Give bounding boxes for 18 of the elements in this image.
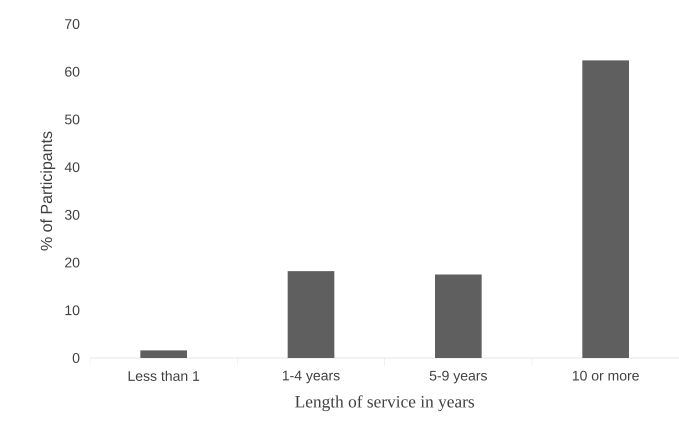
bar xyxy=(140,350,188,358)
x-tick-label: 5-9 years xyxy=(430,370,487,384)
y-tick-label: 70 xyxy=(65,19,80,29)
y-tick-label: 20 xyxy=(65,258,80,268)
bar xyxy=(582,60,629,358)
bar xyxy=(288,271,334,358)
x-tick-label: 1-4 years xyxy=(282,370,340,384)
y-tick-label: 0 xyxy=(72,353,80,363)
y-tick-label: 60 xyxy=(65,66,80,77)
y-tick-label: 40 xyxy=(64,162,80,172)
bar xyxy=(435,274,482,358)
y-tick-label: 50 xyxy=(64,114,80,124)
y-axis-title: % of Participants xyxy=(40,132,56,250)
y-tick-label: 10 xyxy=(65,305,80,316)
x-axis-title: Length of service in years xyxy=(295,395,474,412)
x-tick-label: 10 or more xyxy=(572,370,639,381)
x-tick-label: Less than 1 xyxy=(128,370,200,381)
y-tick-label: 30 xyxy=(64,210,80,220)
